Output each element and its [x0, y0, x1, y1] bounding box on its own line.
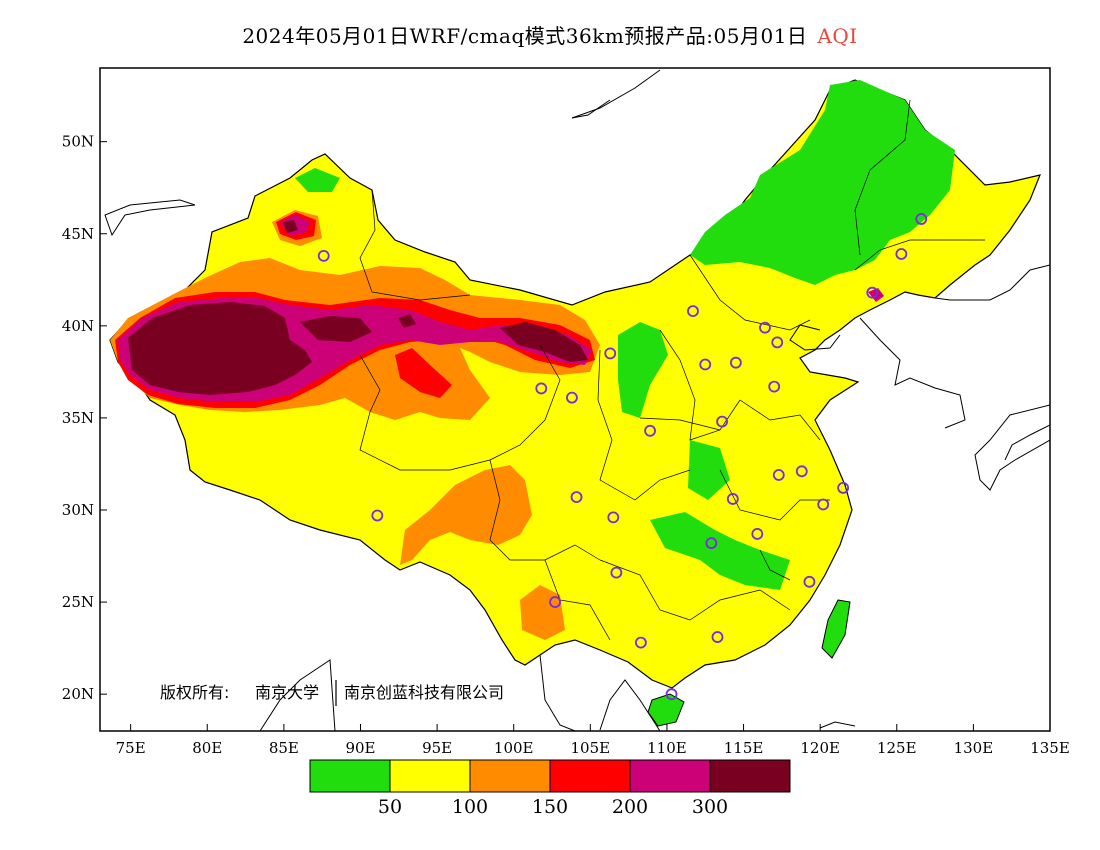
station-marker — [817, 498, 830, 511]
station-marker — [566, 391, 578, 404]
x-axis-ticks: 75E 80E 85E 90E 95E 100E 105E 110E 115E 120E 125E 1… — [116, 724, 1070, 757]
x-tick-label: 75E — [116, 739, 146, 757]
x-tick-label: 115E — [724, 739, 764, 757]
station-marker — [711, 631, 724, 643]
colorbar-label: 50 — [378, 796, 402, 818]
green-central-south — [650, 512, 790, 590]
red-qaidam — [395, 348, 452, 398]
title-text: 2024年05月01日WRF/cmaq模式36km预报产品:05月01日 — [242, 24, 808, 48]
copyright-note: 版权所有: 南京大学 南京创蓝科技有限公司 — [160, 680, 504, 706]
y-axis-ticks: 50N 45N 40N 35N 30N 25N 20N — [62, 133, 107, 703]
x-tick-label: 120E — [800, 739, 840, 757]
map-title: 2024年05月01日WRF/cmaq模式36km预报产品:05月01日 AQI — [0, 20, 1100, 49]
station-marker — [604, 347, 617, 360]
y-tick-label: 25N — [62, 593, 94, 611]
x-tick-label: 105E — [571, 739, 611, 757]
station-marker — [751, 528, 764, 540]
colorbar-swatch — [389, 759, 471, 793]
station-marker — [705, 537, 718, 550]
colorbar-swatch — [709, 759, 791, 793]
colorbar-swatch — [629, 759, 711, 793]
copyright-owner-company: 南京创蓝科技有限公司 — [344, 683, 504, 702]
y-tick-label: 30N — [62, 501, 94, 519]
station-marker — [716, 415, 728, 428]
copyright-owner-nju: 南京大学 — [255, 683, 319, 702]
variable-label: AQI — [817, 24, 858, 48]
y-tick-label: 20N — [62, 685, 94, 703]
station-marker — [549, 596, 561, 608]
station-marker — [771, 336, 784, 349]
station-marker — [687, 305, 699, 318]
green-taiwan — [821, 599, 851, 659]
x-tick-label: 130E — [954, 739, 994, 757]
station-marker — [726, 493, 739, 505]
y-tick-label: 40N — [62, 317, 94, 335]
colorbar-swatch — [309, 759, 391, 793]
station-marker — [772, 469, 785, 481]
station-marker — [759, 321, 771, 334]
orange-sichuan-tibet — [400, 465, 532, 565]
x-tick-label: 95E — [422, 739, 452, 757]
station-marker — [665, 688, 678, 701]
station-marker — [768, 380, 781, 393]
colorbar-label: 100 — [452, 796, 488, 818]
x-tick-label: 85E — [269, 739, 299, 757]
maroon-lop — [300, 316, 372, 342]
station-marker — [837, 481, 850, 494]
station-marker — [895, 248, 908, 260]
y-tick-label: 35N — [62, 409, 94, 427]
colorbar-swatch — [469, 759, 551, 793]
station-marker — [607, 511, 620, 524]
station-marker — [795, 465, 808, 478]
copyright-label: 版权所有: — [160, 683, 229, 702]
station-marker — [535, 382, 548, 395]
foreign-coastlines — [104, 69, 1050, 731]
station-marker — [644, 424, 656, 437]
green-shanxi — [618, 322, 668, 418]
colorbar-label: 300 — [692, 796, 728, 818]
maroon-spot-2 — [283, 220, 298, 233]
station-marker — [634, 636, 647, 649]
station-marker — [317, 249, 330, 262]
city-stations — [317, 213, 928, 701]
x-tick-label: 100E — [494, 739, 534, 757]
green-xinjiang-north — [295, 168, 340, 192]
map-content — [104, 69, 1050, 731]
x-tick-label: 90E — [345, 739, 375, 757]
colorbar-swatch — [549, 759, 631, 793]
map-frame — [99, 67, 1051, 732]
y-tick-label: 50N — [62, 133, 94, 151]
colorbar: 50 100 150 200 300 — [309, 759, 791, 818]
colorbar-label: 150 — [532, 796, 568, 818]
station-marker — [729, 356, 742, 369]
maroon-spot-1 — [398, 314, 416, 328]
x-tick-label: 110E — [647, 739, 687, 757]
colorbar-label: 200 — [612, 796, 648, 818]
x-tick-label: 125E — [877, 739, 917, 757]
station-marker — [866, 286, 879, 299]
station-marker — [699, 358, 712, 371]
x-tick-label: 80E — [192, 739, 222, 757]
province-boundaries — [359, 99, 985, 641]
station-marker — [915, 213, 928, 225]
station-marker — [610, 566, 623, 579]
station-marker — [803, 575, 816, 588]
station-marker — [371, 509, 384, 522]
maroon-hexi — [500, 322, 588, 362]
y-tick-label: 45N — [62, 225, 94, 243]
maroon-taklimakan — [128, 302, 312, 395]
station-marker — [570, 491, 583, 504]
orange-yunnan — [520, 585, 565, 640]
green-east — [688, 440, 730, 500]
green-northeast — [690, 80, 955, 285]
x-tick-label: 135E — [1030, 739, 1070, 757]
